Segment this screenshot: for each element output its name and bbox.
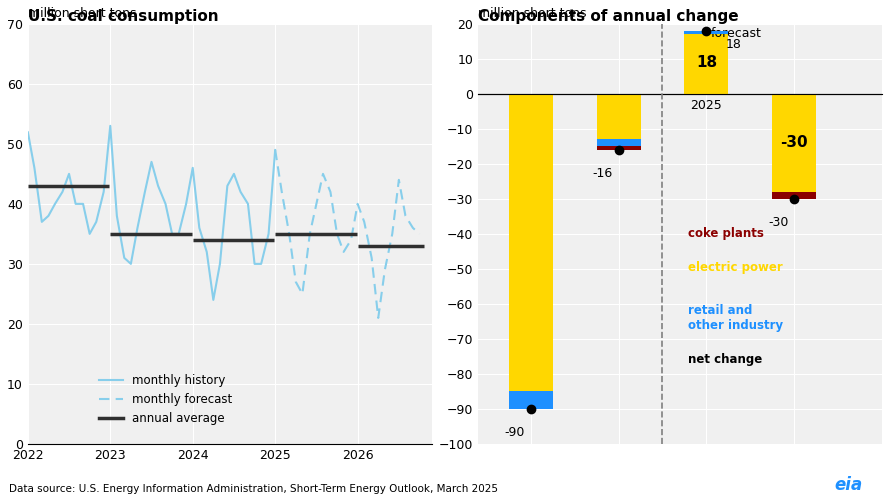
Bar	[685, 31, 728, 94]
Text: 18: 18	[696, 55, 717, 70]
Text: forecast: forecast	[711, 27, 762, 40]
Legend: monthly history, monthly forecast, annual average: monthly history, monthly forecast, annua…	[94, 369, 237, 429]
Text: Data source: U.S. Energy Information Administration, Short-Term Energy Outlook, : Data source: U.S. Energy Information Adm…	[9, 484, 498, 494]
Text: eia: eia	[834, 476, 862, 494]
Text: million short tons: million short tons	[28, 7, 136, 20]
Bar	[773, 192, 816, 199]
Bar	[597, 139, 640, 146]
Bar	[509, 392, 553, 409]
Bar	[597, 94, 640, 139]
Text: coke plants: coke plants	[688, 227, 764, 240]
Text: -30: -30	[781, 136, 808, 150]
Bar	[685, 31, 728, 34]
Text: -90: -90	[505, 426, 525, 439]
Text: million short tons: million short tons	[478, 7, 587, 20]
Text: 18: 18	[725, 38, 741, 51]
Text: retail and
other industry: retail and other industry	[688, 304, 783, 332]
Bar	[597, 146, 640, 150]
Bar	[509, 94, 553, 392]
Text: U.S. coal consumption: U.S. coal consumption	[28, 9, 219, 24]
Text: Components of annual change: Components of annual change	[478, 9, 739, 24]
Text: -16: -16	[593, 167, 613, 180]
Text: net change: net change	[688, 353, 763, 366]
Text: electric power: electric power	[688, 261, 783, 274]
Bar	[773, 94, 816, 192]
Bar	[773, 192, 816, 199]
Text: -30: -30	[768, 216, 789, 229]
